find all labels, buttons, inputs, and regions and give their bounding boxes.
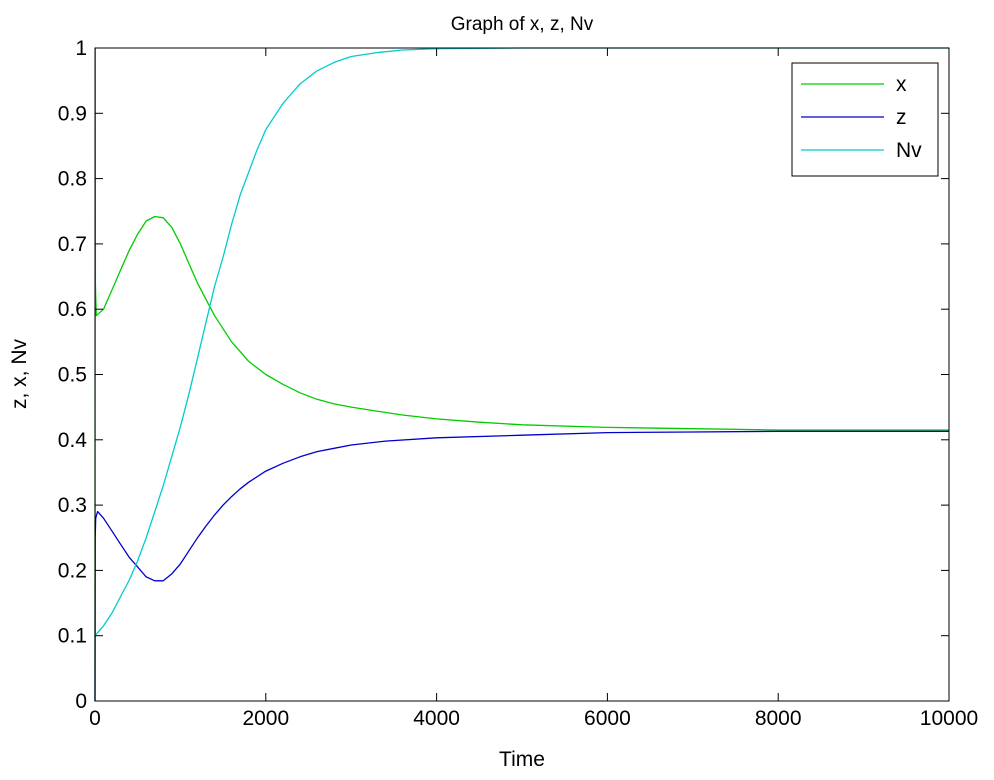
series-line-x (94, 47, 949, 702)
y-tick-label: 0.4 (58, 429, 88, 452)
y-tick-label: 0.1 (58, 625, 87, 648)
y-axis-title: z, x, Nv (8, 339, 31, 410)
x-tick-label: 8000 (755, 707, 802, 730)
y-tick-label: 1 (75, 37, 87, 60)
y-tick-label: 0.5 (58, 364, 87, 387)
y-axis: 0 0.1 0.2 0.3 0.4 0.5 0.6 0.7 0.8 0.9 1 (58, 37, 949, 713)
y-tick-label: 0.6 (58, 298, 87, 321)
legend-label-z: z (896, 106, 907, 129)
legend: xz Nv (791, 62, 939, 177)
chart-title: Graph of x, z, Nv (451, 14, 594, 35)
legend-label-nv: Nv (896, 139, 922, 162)
x-tick-label: 10000 (920, 707, 978, 730)
x-axis: 0 2000 4000 6000 8000 10000 (89, 48, 978, 730)
x-tick-label: 4000 (413, 707, 460, 730)
series-layer (94, 47, 949, 702)
y-tick-label: 0.8 (58, 168, 87, 191)
series-line-nv (94, 47, 949, 637)
y-tick-label: 0.7 (58, 233, 87, 256)
legend-box (791, 62, 939, 177)
x-tick-label: 6000 (584, 707, 631, 730)
y-tick-label: 0.9 (58, 102, 87, 125)
series-line-z (94, 430, 949, 702)
x-tick-label: 0 (89, 707, 101, 730)
y-tick-label: 0.2 (58, 559, 87, 582)
y-tick-label: 0 (75, 690, 87, 713)
x-axis-title: Time (499, 748, 545, 771)
legend-label-x: x (896, 73, 907, 96)
y-tick-label: 0.3 (58, 494, 87, 517)
x-tick-label: 2000 (242, 707, 289, 730)
